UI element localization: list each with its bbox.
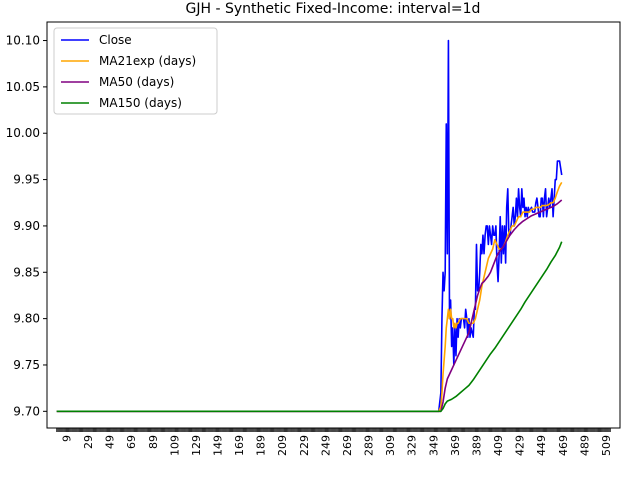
x-tick-label: 449 [535,435,548,456]
x-minor-ticks [56,428,611,432]
chart-title: GJH - Synthetic Fixed-Income: interval=1… [186,1,481,17]
x-tick-label: 229 [298,435,311,456]
legend: Close MA21exp (days) MA50 (days) MA150 (day… [53,27,218,115]
x-axis: 9 29 49 69 89 109 129 149 169 189 209 229 249 269 289 3… [56,428,613,456]
x-tick-label: 209 [276,435,289,456]
x-tick-label: 349 [427,435,440,456]
x-tick-label: 289 [363,435,376,456]
x-tick-label: 269 [341,435,354,456]
series-line-0 [56,39,563,413]
x-tick-label: 309 [384,435,397,456]
x-tick-label: 29 [82,435,95,449]
plot-frame [46,21,621,429]
legend-box [53,27,218,115]
x-tick-label: 489 [578,435,591,456]
x-tick-label: 389 [470,435,483,456]
x-tick-label: 329 [406,435,419,456]
series-line-1 [56,181,563,413]
x-tick-label: 189 [255,435,268,456]
x-tick-label: 9 [60,435,73,442]
y-tick-label: 9.90 [13,219,40,233]
x-tick-label: 469 [557,435,570,456]
x-tick-label: 129 [190,435,203,456]
legend-label-2: MA50 (days) [99,75,174,89]
x-tick-label: 109 [168,435,181,456]
series-line-3 [56,241,563,413]
y-tick-label: 9.85 [13,265,40,279]
x-tick-label: 409 [492,435,505,456]
x-tick-label: 509 [600,435,613,456]
y-tick-label: 10.00 [6,126,40,140]
x-tick-label: 249 [319,435,332,456]
x-tick-label: 49 [104,435,117,449]
y-axis: 9.70 9.75 9.80 9.85 9.90 9.95 10.00 10.05 10.10 [6,34,47,418]
x-tick-label: 369 [449,435,462,456]
y-tick-label: 9.95 [13,173,40,187]
x-tick-label: 429 [514,435,527,456]
plot-lines [56,39,563,413]
x-tick-label: 89 [147,435,160,449]
legend-label-3: MA150 (days) [99,96,182,110]
x-tick-label: 169 [233,435,246,456]
x-tick-label: 69 [125,435,138,449]
y-tick-label: 10.05 [6,80,40,94]
legend-label-0: Close [99,33,132,47]
y-tick-label: 9.70 [13,404,40,418]
legend-label-1: MA21exp (days) [99,54,196,68]
x-tick-label: 149 [212,435,225,456]
y-tick-label: 10.10 [6,34,40,48]
series-line-2 [56,199,563,413]
y-tick-label: 9.75 [13,358,40,372]
y-tick-label: 9.80 [13,312,40,326]
